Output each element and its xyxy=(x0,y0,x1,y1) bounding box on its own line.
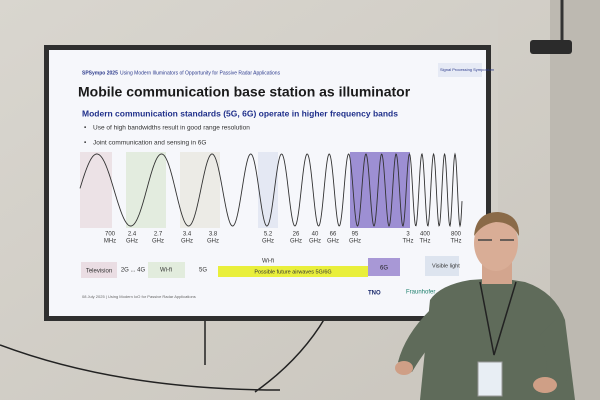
title: Mobile communication base station as ill… xyxy=(78,84,411,100)
band-label: 6G xyxy=(380,266,388,272)
band-shade xyxy=(126,152,166,228)
wave xyxy=(79,152,463,228)
presenter-hair xyxy=(474,212,520,236)
frequency-value: 400 xyxy=(420,232,431,238)
wall-edge xyxy=(490,0,498,400)
frequency-unit: GHz xyxy=(207,239,219,245)
band-label: 5G xyxy=(199,268,207,274)
frequency-unit: GHz xyxy=(327,239,339,245)
frequency-value: 26 xyxy=(293,232,300,238)
presenter-shirt xyxy=(420,278,575,400)
frequency-unit: GHz xyxy=(290,239,302,245)
frequency-value: 40 xyxy=(312,232,319,238)
logo: Signal Processing Symposium xyxy=(440,67,495,72)
frequency-value: 3 xyxy=(406,232,410,238)
footer-logo: TNO xyxy=(368,291,381,297)
frequency-value: 800 xyxy=(451,232,462,238)
band-box xyxy=(148,262,185,278)
camera xyxy=(530,40,572,54)
frequency-value: 3.8 xyxy=(209,232,218,238)
frequency-value: 2.7 xyxy=(154,232,163,238)
frequency-value: 5.2 xyxy=(264,232,273,238)
band-label: Possible future airwaves 5G/6G xyxy=(254,269,331,275)
frequency-unit: GHz xyxy=(309,239,321,245)
footer-logo: Fraunhofer xyxy=(406,290,435,296)
presenter-hand xyxy=(395,361,413,375)
band-label: Wi-fi xyxy=(262,259,274,265)
frequency-unit: THz xyxy=(420,239,431,245)
band-label: Wi-fi xyxy=(160,268,172,274)
band-label: 2G ... 4G xyxy=(121,268,146,274)
frequency-unit: GHz xyxy=(181,239,193,245)
presenter-arm xyxy=(540,320,569,385)
frequency-unit: MHz xyxy=(104,239,116,245)
band-shade xyxy=(180,152,220,228)
frequency-value: 3.4 xyxy=(183,232,192,238)
bullet-dot: • xyxy=(84,125,87,132)
logo-box xyxy=(438,63,482,77)
presenter-head xyxy=(474,215,518,271)
frequency-unit: THz xyxy=(451,239,462,245)
frequency-value: 95 xyxy=(352,232,359,238)
band-box xyxy=(81,262,117,278)
frequency-unit: GHz xyxy=(349,239,361,245)
header-event: SPSympo 2025 xyxy=(82,70,118,76)
band-box xyxy=(368,258,400,276)
bullet: Joint communication and sensing in 6G xyxy=(93,140,206,147)
presenter-arm xyxy=(398,310,445,372)
frequency-unit: GHz xyxy=(126,239,138,245)
presenter-hand xyxy=(533,377,557,393)
bullet-dot: • xyxy=(84,140,87,147)
band-label: Television xyxy=(86,269,112,275)
band-box xyxy=(218,266,368,277)
lanyard xyxy=(479,281,517,356)
band-shade xyxy=(80,152,112,228)
cable xyxy=(0,317,326,393)
frequency-unit: GHz xyxy=(152,239,164,245)
bullet: Use of high bandwidths result in good ra… xyxy=(93,125,250,132)
footer-date: 08 July 2025 | Using Modern IoO for Pass… xyxy=(82,294,196,299)
frequency-value: 2.4 xyxy=(128,232,137,238)
band-box xyxy=(425,256,459,276)
subtitle: Modern communication standards (5G, 6G) … xyxy=(82,108,398,118)
frequency-value: 700 xyxy=(105,232,116,238)
band-shade xyxy=(258,152,278,228)
frequency-unit: THz xyxy=(403,239,414,245)
header-topic: Using Modern Illuminators of Opportunity… xyxy=(120,70,281,76)
frequency-value: 66 xyxy=(330,232,337,238)
badge xyxy=(477,361,503,397)
frequency-unit: GHz xyxy=(262,239,274,245)
band-label: Visible light xyxy=(432,263,460,269)
